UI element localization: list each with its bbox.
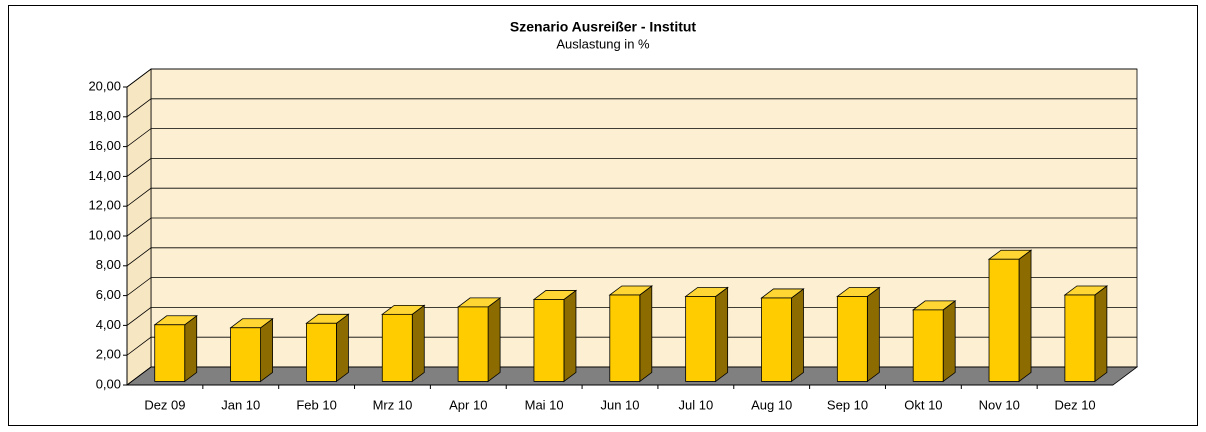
chart-title: Szenario Ausreißer - Institut (510, 19, 697, 35)
grid-line (126, 128, 1137, 147)
bar-side (184, 314, 198, 383)
bar-group (911, 300, 957, 383)
bar (1064, 294, 1096, 382)
bar-group (456, 297, 502, 383)
x-tick-label: Jul 10 (678, 397, 713, 412)
bar (457, 306, 489, 382)
bar-side (791, 288, 804, 383)
x-tick-label: Dez 09 (144, 397, 185, 412)
bar-group (836, 286, 881, 383)
x-tick-label: Mrz 10 (373, 397, 413, 412)
grid-line (126, 366, 1137, 386)
y-tick-label: 10,00 (88, 227, 121, 242)
y-tick-label: 14,00 (88, 168, 121, 183)
bar-side (411, 304, 425, 383)
bar-group (229, 317, 274, 383)
x-tick-label: Feb 10 (296, 397, 336, 412)
bar-side (260, 317, 273, 383)
bar (988, 258, 1020, 382)
bar-side (866, 286, 880, 383)
grid-line (126, 306, 1137, 326)
x-tick-label: Dez 10 (1054, 397, 1095, 412)
bar-side (336, 313, 349, 383)
bar-side (563, 289, 577, 383)
y-tick-label: 2,00 (96, 347, 121, 362)
x-tick-label: Jun 10 (600, 397, 639, 412)
bar (912, 309, 944, 382)
bar-group (1063, 285, 1109, 383)
y-tick-label: 6,00 (96, 287, 121, 302)
grid-line (126, 217, 1137, 237)
bar (230, 327, 261, 382)
grid-line (126, 157, 1137, 177)
grid-line (126, 277, 1137, 296)
bar (685, 296, 717, 382)
y-tick-label: 12,00 (88, 198, 121, 213)
y-tick-label: 20,00 (88, 78, 121, 93)
grid-line (126, 98, 1137, 118)
bar-group (987, 249, 1033, 383)
x-tick-label: Sep 10 (827, 397, 868, 412)
x-tick-label: Nov 10 (979, 397, 1020, 412)
bar-side (1018, 249, 1032, 383)
x-tick-label: Jan 10 (221, 397, 260, 412)
bar-side (942, 300, 956, 383)
chart-subtitle: Auslastung in % (556, 36, 650, 51)
y-tick-label: 16,00 (88, 138, 121, 153)
bar (381, 313, 413, 382)
bar-side (639, 285, 653, 383)
y-tick-label: 8,00 (96, 257, 121, 272)
x-tick-label: Apr 10 (449, 397, 487, 412)
bar (154, 324, 186, 382)
bar-group (684, 286, 729, 383)
grid-line (126, 336, 1137, 356)
grid-line (126, 68, 1137, 88)
bar (609, 294, 641, 382)
x-tick-label: Okt 10 (904, 397, 942, 412)
bar (836, 296, 868, 382)
grid-line (126, 247, 1137, 267)
bar-group (760, 288, 805, 383)
grid-line (126, 187, 1137, 207)
bar-side (715, 286, 729, 383)
bar-group (153, 314, 198, 383)
bar (533, 299, 565, 382)
y-tick-label: 0,00 (96, 376, 121, 391)
bar-side (1094, 285, 1108, 383)
bar-side (487, 297, 501, 383)
x-tick-label: Aug 10 (751, 397, 792, 412)
y-tick-label: 18,00 (88, 108, 121, 123)
x-tick-label: Mai 10 (525, 397, 564, 412)
bar (761, 297, 792, 382)
bar (306, 322, 337, 382)
bar-group (608, 285, 653, 383)
bar-group (532, 289, 578, 383)
bar-group (381, 304, 426, 383)
y-tick-label: 4,00 (96, 317, 121, 332)
bar-group (305, 313, 350, 383)
